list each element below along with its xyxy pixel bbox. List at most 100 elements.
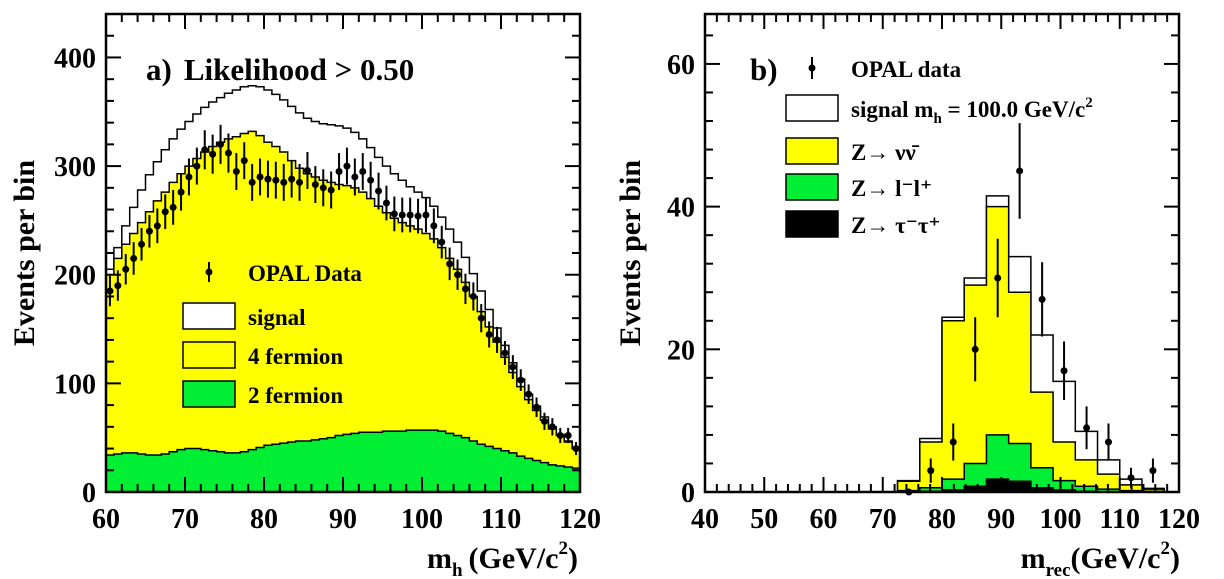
a-bar-2-fermion — [477, 444, 486, 492]
a-data-point — [280, 178, 288, 186]
a-x-tick-label: 90 — [329, 504, 357, 535]
a-bar-4-fermion — [461, 282, 470, 492]
a-bar-2-fermion — [177, 449, 186, 492]
a-bar-4-fermion — [256, 135, 265, 493]
a-data-point — [145, 227, 153, 235]
legend-b-label-zll: Z→ l⁻l⁺ — [851, 176, 932, 201]
legend-b-swatch-signal — [785, 94, 839, 122]
panel-b-y-axis-title: Events per bin — [614, 160, 647, 346]
panel-a-data-points — [106, 124, 580, 456]
a-data-point — [359, 168, 367, 176]
a-bar-2-fermion — [532, 460, 541, 492]
legend-b-label-signal: signal mh = 100.0 GeV/c2 — [851, 95, 1093, 127]
a-bar-2-fermion — [153, 455, 162, 492]
b-x-tick-label: 90 — [987, 504, 1015, 535]
panel-a-legend: OPAL Data signal 4 fermion 2 fermion — [182, 261, 362, 408]
a-data-point — [209, 150, 217, 158]
a-bar-2-fermion — [572, 468, 581, 492]
b-data-point — [1149, 467, 1157, 475]
legend-a-swatch-signal — [182, 302, 236, 330]
a-data-point — [303, 166, 311, 174]
a-bar-4-fermion — [445, 258, 454, 492]
a-bar-2-fermion — [121, 452, 130, 492]
legend-b-data-label: OPAL data — [851, 57, 962, 82]
b-bar-z- — [964, 486, 987, 492]
a-bar-2-fermion — [200, 449, 209, 492]
a-data-point — [493, 336, 501, 344]
legend-b-label-ztautau: Z→ τ⁻τ⁺ — [851, 213, 941, 238]
a-bar-4-fermion — [287, 160, 296, 492]
legend-a-label-4fermion: 4 fermion — [248, 344, 343, 369]
b-data-point — [971, 345, 979, 353]
b-x-tick-label: 50 — [750, 504, 778, 535]
a-data-point — [548, 423, 556, 431]
a-bar-2-fermion — [485, 446, 494, 492]
a-bar-4-fermion — [343, 185, 352, 492]
a-bar-2-fermion — [493, 448, 502, 492]
a-bar-4-fermion — [382, 212, 391, 493]
a-data-point — [533, 403, 541, 411]
legend-b-swatch-zll — [785, 173, 839, 201]
b-data-point — [1127, 474, 1135, 482]
a-bar-2-fermion — [264, 445, 273, 492]
a-bar-2-fermion — [208, 450, 217, 492]
a-bar-4-fermion — [137, 222, 146, 492]
panel-b-histograms — [896, 195, 1165, 493]
a-data-point — [161, 208, 169, 216]
a-outline-4-fermion — [105, 130, 581, 492]
a-bar-4-fermion — [485, 326, 494, 492]
b-x-tick-label: 110 — [1100, 504, 1140, 535]
a-data-point — [430, 222, 438, 230]
legend-a-data-marker-icon — [205, 268, 213, 276]
a-bar-2-fermion — [556, 465, 565, 492]
a-data-point — [564, 432, 572, 440]
legend-b-swatch-ztautau — [785, 210, 839, 238]
a-data-point — [414, 212, 422, 220]
a-bar-2-fermion — [366, 432, 375, 492]
a-bar-2-fermion — [240, 451, 249, 492]
a-bar-2-fermion — [524, 458, 533, 492]
b-data-point — [949, 438, 957, 446]
a-bar-4-fermion — [327, 182, 336, 492]
a-y-tick-label: 200 — [54, 261, 96, 292]
a-bar-4-fermion — [508, 372, 518, 492]
a-bar-2-fermion — [382, 431, 391, 492]
a-data-point — [438, 238, 446, 246]
panel-b-data-points — [905, 123, 1157, 496]
a-data-point — [477, 314, 485, 322]
b-bar-z-l-l- — [1008, 443, 1032, 492]
b-bar-z-l-l- — [964, 463, 987, 492]
a-bar-4-fermion — [311, 176, 320, 492]
b-bar-z- — [986, 206, 1009, 492]
a-bar-4-fermion — [153, 200, 162, 492]
a-bar-2-fermion — [516, 456, 525, 492]
b-data-point — [927, 467, 935, 475]
a-bar-2-fermion — [319, 438, 328, 492]
a-bar-4-fermion — [540, 420, 549, 492]
a-bar-4-fermion — [248, 131, 257, 492]
a-bar-2-fermion — [287, 442, 296, 492]
legend-a-label-2fermion: 2 fermion — [248, 383, 343, 408]
a-bar-4-fermion — [240, 133, 249, 492]
b-data-point — [1083, 424, 1091, 432]
b-y-tick-label: 60 — [667, 50, 695, 81]
panel-a-x-axis-title: mh (GeV/c2) — [427, 538, 578, 579]
a-bar-4-fermion — [271, 146, 281, 493]
a-bar-2-fermion — [398, 431, 407, 492]
a-bar-4-fermion — [169, 182, 178, 492]
a-bar-4-fermion — [358, 192, 367, 492]
a-data-point — [217, 140, 225, 148]
a-bar-2-fermion — [161, 453, 170, 492]
a-data-point — [375, 187, 383, 195]
a-x-tick-label: 60 — [92, 504, 120, 535]
a-bar-4-fermion — [524, 399, 533, 492]
b-data-point — [1038, 295, 1046, 303]
a-data-point — [138, 240, 146, 248]
a-bar-2-fermion — [129, 452, 138, 492]
a-data-point — [177, 188, 185, 196]
b-bar-z- — [1053, 442, 1076, 492]
a-data-point — [398, 211, 406, 219]
b-bar-z-l-l- — [986, 434, 1009, 492]
a-data-point — [248, 178, 256, 186]
